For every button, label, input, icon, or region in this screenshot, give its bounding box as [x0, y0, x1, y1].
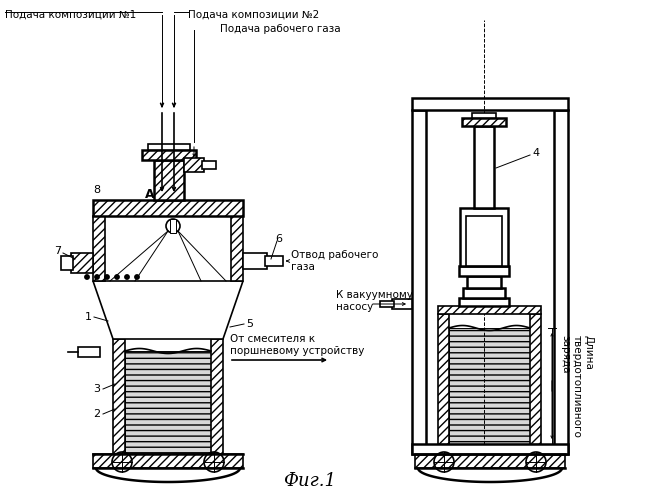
- Text: 6: 6: [276, 234, 283, 244]
- Circle shape: [85, 275, 89, 279]
- Text: 2: 2: [93, 409, 101, 419]
- Bar: [438, 314, 449, 444]
- Bar: [154, 160, 184, 200]
- Text: Длина
твердотопливного
заряда: Длина твердотопливного заряда: [560, 334, 593, 438]
- Bar: [463, 288, 505, 298]
- Bar: [61, 256, 73, 270]
- Bar: [231, 216, 243, 281]
- Polygon shape: [96, 468, 240, 482]
- Text: А: А: [145, 188, 155, 200]
- Text: Отвод рабочего
газа: Отвод рабочего газа: [291, 250, 378, 272]
- Text: Подача композиции №1: Подача композиции №1: [5, 10, 136, 20]
- Bar: [170, 219, 176, 233]
- Bar: [459, 266, 509, 276]
- Bar: [466, 216, 502, 266]
- Bar: [265, 256, 283, 266]
- Bar: [415, 454, 565, 468]
- Bar: [93, 216, 105, 281]
- Bar: [412, 110, 426, 454]
- Bar: [202, 161, 216, 169]
- Bar: [243, 253, 267, 269]
- Bar: [113, 339, 125, 454]
- Text: 8: 8: [93, 185, 101, 195]
- Bar: [93, 200, 243, 216]
- Text: Подача композиции №2: Подача композиции №2: [188, 10, 319, 20]
- Bar: [142, 150, 196, 160]
- Polygon shape: [93, 281, 243, 339]
- Text: Подача рабочего газа: Подача рабочего газа: [220, 24, 341, 34]
- Bar: [78, 347, 100, 357]
- Bar: [412, 98, 568, 110]
- Text: От смесителя к
поршневому устройству: От смесителя к поршневому устройству: [230, 334, 364, 356]
- Circle shape: [95, 275, 99, 279]
- Bar: [412, 444, 568, 454]
- Bar: [211, 339, 223, 454]
- Bar: [449, 328, 530, 444]
- Text: 3: 3: [93, 384, 101, 394]
- Bar: [438, 306, 541, 314]
- Text: 5: 5: [246, 319, 253, 329]
- Circle shape: [125, 275, 129, 279]
- Bar: [474, 126, 494, 208]
- Bar: [93, 454, 243, 468]
- Text: К вакуумному
насосу: К вакуумному насосу: [336, 290, 413, 312]
- Bar: [392, 299, 412, 309]
- Bar: [184, 158, 204, 172]
- Bar: [467, 276, 501, 288]
- Bar: [125, 351, 211, 454]
- Bar: [472, 113, 496, 118]
- Text: 4: 4: [532, 148, 539, 158]
- Text: 1: 1: [84, 312, 91, 322]
- Text: 7: 7: [54, 246, 61, 256]
- Circle shape: [135, 275, 139, 279]
- Bar: [530, 314, 541, 444]
- Bar: [148, 144, 190, 150]
- Bar: [462, 118, 506, 126]
- Bar: [380, 301, 394, 307]
- Bar: [460, 208, 508, 266]
- Bar: [71, 253, 93, 273]
- Polygon shape: [418, 468, 562, 482]
- Circle shape: [104, 275, 109, 279]
- Circle shape: [115, 275, 119, 279]
- Text: Фиг.1: Фиг.1: [283, 472, 336, 490]
- Bar: [459, 298, 509, 306]
- Bar: [554, 110, 568, 454]
